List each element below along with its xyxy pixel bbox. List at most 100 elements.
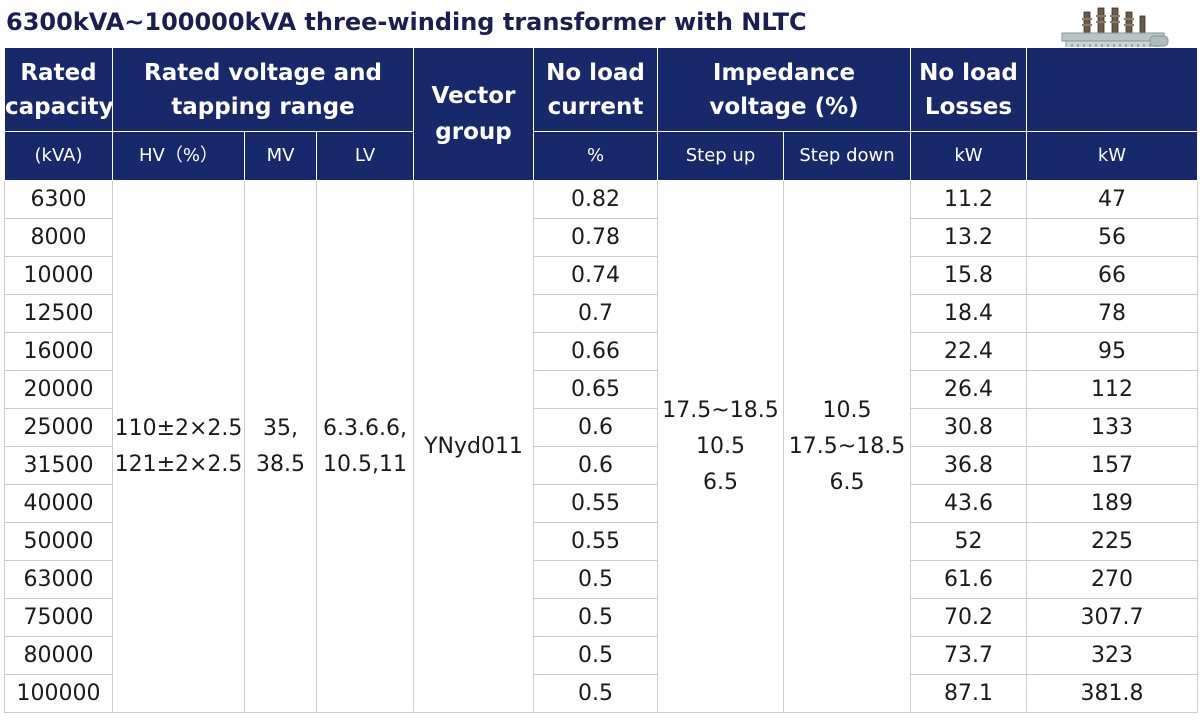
cell-capacity: 16000 [4, 332, 113, 371]
table-row: 10000 0.74 15.8 66 [4, 256, 1198, 295]
table-row: 25000 0.6 30.8 133 [4, 408, 1198, 447]
table-row: 50000 0.55 52 225 [4, 522, 1198, 561]
cell-capacity: 40000 [4, 484, 113, 523]
table-row: 6300 110±2×2.5 121±2×2.5 35, 38.5 6.3.6.6, 10.… [4, 180, 1198, 713]
cell-step-up-line: 17.5~18.5 [662, 397, 779, 423]
table-row: 16000 0.66 22.4 95 [4, 332, 1198, 371]
cell-lv: 6.3.6.6, 10.5,11 [316, 180, 414, 713]
subheader-capacity-unit: (kVA) [4, 131, 113, 181]
cell-capacity: 25000 [4, 408, 113, 447]
cell-no-load-loss: 26.4 [910, 370, 1027, 409]
table-row: 31500 0.6 36.8 157 [4, 446, 1198, 485]
cell-no-load-loss: 61.6 [910, 560, 1027, 599]
page-title: 6300kVA~100000kVA three-winding transfor… [6, 8, 807, 36]
cell-no-load-current: 0.55 [533, 484, 658, 523]
table-row: 40000 0.55 43.6 189 [4, 484, 1198, 523]
cell-no-load-loss: 30.8 [910, 408, 1027, 447]
cell-step-down-line: 6.5 [829, 469, 865, 495]
header-impedance-voltage: Impedance voltage (%) [657, 47, 911, 132]
cell-capacity: 63000 [4, 560, 113, 599]
cell-no-load-current: 0.5 [533, 560, 658, 599]
cell-no-load-loss: 70.2 [910, 598, 1027, 637]
cell-no-load-current: 0.74 [533, 256, 658, 295]
cell-no-load-loss: 52 [910, 522, 1027, 561]
cell-no-load-current: 0.6 [533, 408, 658, 447]
subheader-lv: LV [316, 131, 414, 181]
cell-capacity: 12500 [4, 294, 113, 333]
cell-load-loss: 133 [1026, 408, 1198, 447]
subheader-load-unit: kW [1026, 131, 1198, 181]
cell-load-loss: 189 [1026, 484, 1198, 523]
cell-no-load-current: 0.7 [533, 294, 658, 333]
header-vector-group: Vector group [413, 47, 534, 181]
cell-no-load-loss: 73.7 [910, 636, 1027, 675]
cell-capacity: 31500 [4, 446, 113, 485]
cell-load-loss: 381.8 [1026, 674, 1198, 713]
cell-no-load-loss: 22.4 [910, 332, 1027, 371]
cell-step-up-line: 6.5 [703, 469, 738, 495]
cell-load-loss: 157 [1026, 446, 1198, 485]
cell-no-load-current: 0.5 [533, 598, 658, 637]
cell-load-loss: 56 [1026, 218, 1198, 257]
table-row: 8000 0.78 13.2 56 [4, 218, 1198, 257]
header-rated-capacity: Rated capacity [4, 47, 114, 132]
cell-hv: 110±2×2.5 121±2×2.5 [112, 180, 245, 713]
cell-lv-line: 10.5,11 [323, 451, 407, 477]
cell-mv-line: 35, [263, 415, 298, 441]
header-image-cell [1026, 47, 1198, 132]
cell-no-load-loss: 15.8 [910, 256, 1027, 295]
table-row: 63000 0.5 61.6 270 [4, 560, 1198, 599]
cell-load-loss: 323 [1026, 636, 1198, 675]
cell-step-down-line: 17.5~18.5 [788, 433, 906, 459]
cell-capacity: 6300 [4, 180, 113, 219]
cell-capacity: 10000 [4, 256, 113, 295]
cell-mv: 35, 38.5 [244, 180, 317, 713]
subheader-mv: MV [244, 131, 317, 181]
cell-no-load-current: 0.6 [533, 446, 658, 485]
cell-load-loss: 78 [1026, 294, 1198, 333]
cell-no-load-loss: 13.2 [910, 218, 1027, 257]
cell-load-loss: 66 [1026, 256, 1198, 295]
cell-hv-line: 121±2×2.5 [114, 451, 243, 477]
cell-no-load-current: 0.5 [533, 674, 658, 713]
cell-no-load-loss: 43.6 [910, 484, 1027, 523]
cell-load-loss: 47 [1026, 180, 1198, 219]
cell-no-load-current: 0.78 [533, 218, 658, 257]
subheader-hv: HV（%） [112, 131, 245, 181]
cell-mv-line: 38.5 [256, 451, 305, 477]
cell-no-load-current: 0.82 [533, 180, 658, 219]
spec-table: Rated capacity Rated voltage and tapping… [4, 47, 1198, 713]
cell-no-load-loss: 18.4 [910, 294, 1027, 333]
cell-capacity: 50000 [4, 522, 113, 561]
cell-capacity: 20000 [4, 370, 113, 409]
cell-step-down: 10.5 17.5~18.5 6.5 [783, 180, 911, 713]
cell-no-load-loss: 87.1 [910, 674, 1027, 713]
cell-lv-line: 6.3.6.6, [323, 415, 407, 441]
cell-step-down-line: 10.5 [822, 397, 872, 423]
cell-load-loss: 95 [1026, 332, 1198, 371]
subheader-step-up: Step up [657, 131, 784, 181]
cell-capacity: 75000 [4, 598, 113, 637]
cell-vector-group: YNyd011 [413, 180, 534, 713]
cell-load-loss: 307.7 [1026, 598, 1198, 637]
subheader-step-down: Step down [783, 131, 911, 181]
table-body: 6300 110±2×2.5 121±2×2.5 35, 38.5 6.3.6.6, 10.… [4, 180, 1198, 713]
subheader-nll-unit: kW [910, 131, 1027, 181]
cell-capacity: 80000 [4, 636, 113, 675]
cell-no-load-current: 0.55 [533, 522, 658, 561]
cell-step-up-line: 10.5 [696, 433, 745, 459]
cell-no-load-loss: 11.2 [910, 180, 1027, 219]
cell-no-load-current: 0.5 [533, 636, 658, 675]
subheader-current-unit: % [533, 131, 658, 181]
cell-load-loss: 112 [1026, 370, 1198, 409]
header-no-load-current: No load current [533, 47, 658, 132]
header-no-load-losses: No load Losses [910, 47, 1027, 132]
cell-no-load-loss: 36.8 [910, 446, 1027, 485]
cell-capacity: 8000 [4, 218, 113, 257]
table-row: 12500 0.7 18.4 78 [4, 294, 1198, 333]
cell-load-loss: 225 [1026, 522, 1198, 561]
cell-capacity: 100000 [4, 674, 113, 713]
cell-load-loss: 270 [1026, 560, 1198, 599]
cell-hv-line: 110±2×2.5 [114, 415, 243, 441]
cell-step-up: 17.5~18.5 10.5 6.5 [657, 180, 784, 713]
